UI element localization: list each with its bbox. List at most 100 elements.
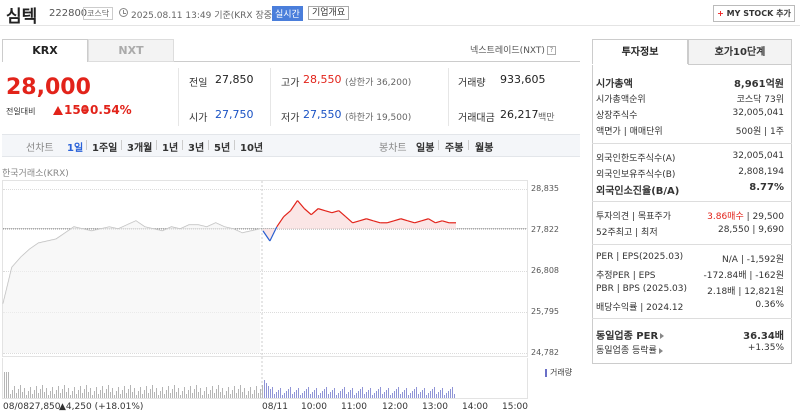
lower-limit: (하한가 19,500) [345,113,412,123]
market-cap-label: 시가총액 [596,79,633,90]
volume-bar [318,395,319,398]
tab-nxt[interactable]: NXT [88,39,174,62]
volume-bar [12,390,13,398]
per-eps-label: PER | EPS(2025.03) [596,252,684,262]
today-line-segment [331,210,339,214]
clock-icon [119,8,128,17]
nxt-link[interactable]: 넥스트레이드(NXT)? [470,43,556,56]
divider [156,140,157,150]
volume-bar [340,391,341,398]
gridline [3,271,527,272]
volume-bar [40,389,41,398]
volume-bar [16,393,17,398]
volume-bar [446,393,447,398]
volume-bar [82,393,83,398]
volume-bar [236,393,237,398]
volume-bar [36,386,37,398]
volume-bar [262,385,263,398]
period-1y[interactable]: 1년 [162,143,179,154]
volume-bar [168,386,169,398]
volume-bar [96,387,97,398]
tab-order-book[interactable]: 호가10단계 [688,39,792,65]
x-tick-label: 08/08 [3,402,29,412]
volume-bar [298,388,299,398]
sector-per-value: 36.34배 [743,331,784,342]
period-10y[interactable]: 10년 [240,143,264,154]
y-tick-label: 28,835 [531,184,559,193]
x-tick-label: 13:00 [422,402,448,412]
today-line-segment [297,200,305,210]
chevron-right-icon [660,333,665,339]
volume-bar [62,389,63,398]
volume-bar [64,385,65,398]
candle-daily[interactable]: 일봉 [416,143,435,154]
volume-bar [420,392,421,398]
divider [592,244,792,245]
today-line-segment [407,220,415,224]
change-amount: 150 [64,103,90,117]
help-icon[interactable]: ? [546,46,556,55]
volume-bar [120,394,121,398]
tab-invest-info[interactable]: 투자정보 [592,39,688,65]
period-1d[interactable]: 1일 [67,143,84,154]
open-label: 시가 [189,113,208,124]
today-line-segment [283,210,291,218]
est-per-label: 추정PER | EPS [596,271,656,281]
volume-bar [274,394,275,398]
period-5y[interactable]: 5년 [214,143,231,154]
candle-weekly[interactable]: 주봉 [445,143,464,154]
open-value: 27,750 [215,108,254,121]
volume-bar [68,388,69,398]
volume-bar [80,386,81,398]
period-3m[interactable]: 3개월 [127,143,153,154]
my-stock-add-button[interactable]: + MY STOCK 추가 [713,5,795,22]
volume-bar [222,388,223,398]
divider [234,140,235,150]
volume-bar [252,394,253,398]
per-eps-value: N/A | -1,592원 [722,255,784,265]
y-tick-label: 27,822 [531,225,559,234]
dividend-value: 0.36% [755,300,784,310]
realtime-badge[interactable]: 실시간 [272,6,303,21]
today-line-segment [421,218,429,222]
volume-bar [386,390,387,398]
volume-label: 거래량 [458,78,486,89]
today-line-segment [317,208,326,212]
amount-value: 26,217 [500,108,539,121]
volume-bar [432,389,433,398]
volume-bar [316,388,317,398]
sector-per-label[interactable]: 동일업종 PER [596,327,665,342]
volume-bar [14,386,15,398]
volume-bar [362,387,363,398]
volume-bar [250,387,251,398]
volume-bar [382,394,383,398]
today-line-segment [310,208,319,216]
volume-bar [48,395,49,398]
volume-bar [422,390,423,398]
volume-bar [232,390,233,398]
foreign-limit-value: 32,005,041 [732,151,784,161]
tab-krx[interactable]: KRX [2,39,88,62]
period-1w[interactable]: 1주일 [92,143,118,154]
pbr-bps-label: PBR | BPS (2025.03) [596,284,688,294]
company-info-button[interactable]: 기업개요 [308,6,350,20]
my-stock-label: MY STOCK 추가 [726,9,791,18]
candle-monthly[interactable]: 월봉 [475,143,494,154]
volume-bar [388,388,389,398]
volume-bar [338,393,339,398]
volume-bar [206,387,207,398]
volume-bar [350,390,351,398]
period-3y[interactable]: 3년 [188,143,205,154]
foreign-ratio-value: 8.77% [749,182,784,193]
volume-bar [366,392,367,398]
volume-bar [364,394,365,398]
volume-bar [440,390,441,398]
volume-bar [108,385,109,398]
volume-bar [132,392,133,398]
price-chart[interactable] [2,180,528,357]
sector-change-label[interactable]: 동일업종 등락률 [596,343,663,356]
volume-bar [146,386,147,398]
52w-label: 52주최고 | 최저 [596,228,658,238]
volume-bar [188,390,189,398]
